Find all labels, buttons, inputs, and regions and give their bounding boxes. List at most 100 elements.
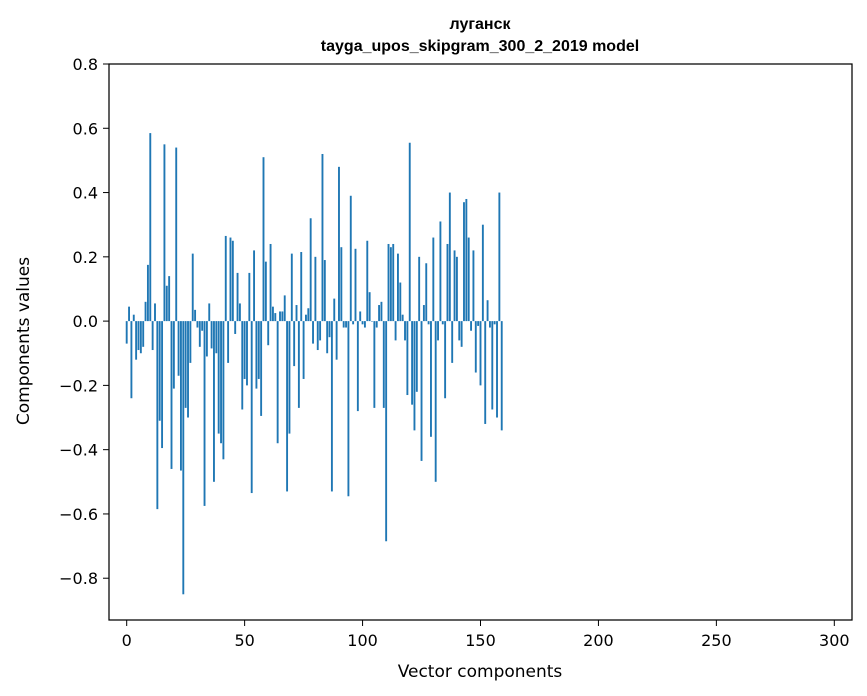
bar — [406, 321, 409, 396]
x-tick-label: 0 — [122, 631, 132, 650]
bar — [276, 321, 279, 444]
bar — [470, 321, 473, 331]
bar — [373, 321, 376, 408]
y-tick-label: −0.8 — [59, 569, 98, 588]
bar — [430, 321, 432, 437]
bar — [168, 276, 171, 322]
bar — [352, 321, 355, 325]
bar — [257, 321, 260, 379]
bar — [229, 237, 232, 322]
bar — [255, 321, 258, 389]
bar — [307, 308, 310, 322]
chart-title-line2: tayga_upos_skipgram_300_2_2019 model — [321, 38, 639, 55]
bar — [408, 142, 411, 322]
bar — [389, 247, 392, 322]
chart-title-line1: луганск — [450, 16, 512, 33]
bar — [208, 303, 211, 322]
bar — [227, 321, 230, 363]
bar — [382, 321, 385, 408]
bar — [448, 192, 451, 322]
plot-frame — [108, 63, 853, 621]
y-tick-label: 0.6 — [73, 119, 98, 138]
bar — [302, 321, 305, 379]
bar — [394, 321, 397, 341]
bar — [215, 321, 218, 354]
bar — [203, 321, 206, 506]
x-tick-label: 100 — [347, 631, 378, 650]
bar — [222, 321, 225, 460]
bar — [170, 321, 173, 469]
bar — [241, 321, 244, 410]
bar — [146, 264, 149, 322]
bar — [246, 321, 248, 386]
bar — [401, 314, 404, 322]
bar — [144, 301, 147, 322]
bar — [314, 256, 317, 322]
bar — [453, 250, 456, 322]
bar — [269, 243, 272, 322]
bar — [187, 321, 189, 418]
bar — [305, 314, 307, 322]
bar — [297, 321, 300, 408]
bar — [368, 292, 371, 322]
bar — [472, 250, 475, 322]
bar — [477, 321, 480, 326]
bar — [137, 321, 140, 351]
bar — [217, 321, 220, 434]
bar — [340, 247, 343, 322]
bar — [333, 298, 336, 322]
bar — [231, 240, 234, 322]
bar — [248, 272, 251, 322]
bar — [399, 282, 402, 322]
x-axis-label: Vector components — [398, 662, 563, 682]
bar — [474, 321, 477, 373]
bar — [345, 321, 347, 328]
bar — [363, 321, 366, 328]
x-tick-label: 150 — [465, 631, 496, 650]
bar — [165, 285, 168, 322]
bar — [392, 243, 395, 322]
bar — [458, 321, 461, 341]
bar — [420, 321, 423, 461]
bar — [290, 253, 293, 322]
y-tick-label: 0.2 — [73, 248, 98, 267]
bar — [234, 321, 237, 334]
bar — [361, 321, 364, 325]
bar — [411, 321, 414, 405]
bar — [281, 311, 284, 322]
y-tick-label: 0.4 — [73, 184, 98, 203]
bar — [397, 253, 399, 322]
bar — [300, 252, 303, 322]
bar — [465, 198, 468, 322]
bar — [201, 321, 204, 331]
x-tick-label: 50 — [234, 631, 254, 650]
bar — [328, 321, 331, 338]
bar — [267, 321, 270, 346]
bar — [387, 243, 390, 322]
y-tick-label: 0.8 — [73, 55, 98, 74]
bar — [371, 321, 373, 322]
bar — [316, 321, 319, 351]
bar — [288, 321, 291, 434]
bar — [125, 321, 128, 344]
bar — [427, 321, 430, 325]
bar — [418, 256, 421, 322]
bar — [151, 321, 154, 351]
bar — [236, 272, 239, 322]
bar — [132, 314, 135, 322]
bar — [260, 321, 263, 416]
bar — [321, 153, 324, 322]
y-axis-label: Components values — [14, 257, 34, 425]
bar — [354, 248, 357, 322]
bar — [500, 321, 503, 431]
bar — [481, 224, 484, 322]
y-tick-label: −0.4 — [59, 441, 98, 460]
bar — [441, 321, 444, 325]
bar — [205, 321, 208, 357]
y-tick-label: −0.6 — [59, 505, 98, 524]
bar — [139, 321, 142, 354]
bar — [184, 321, 187, 408]
bar — [271, 306, 274, 322]
bar — [404, 321, 406, 341]
bar — [347, 321, 350, 497]
